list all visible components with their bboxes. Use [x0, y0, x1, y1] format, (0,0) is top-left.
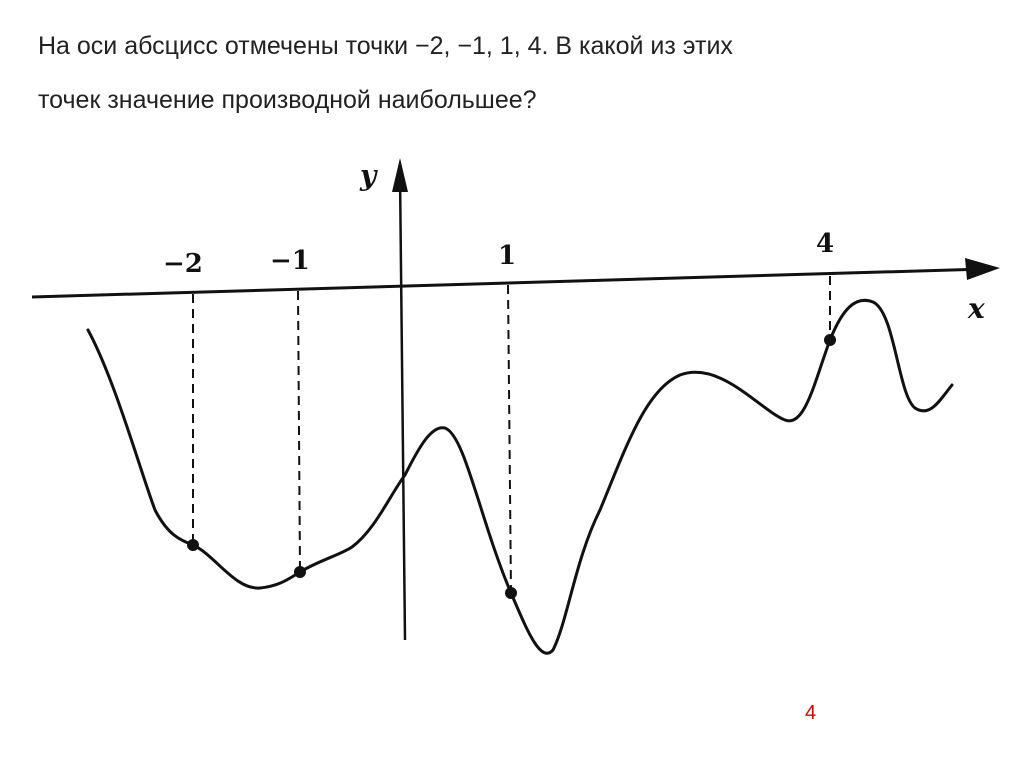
function-curve: [86, 298, 954, 655]
page-number: 4: [805, 702, 817, 724]
guide-line-1: [507, 284, 512, 594]
y-axis-arrow: [392, 158, 408, 192]
y-axis: [398, 174, 407, 641]
tick-label-minus-2: −2: [163, 249, 203, 279]
question-line-2: точек значение производной наибольшее?: [38, 86, 537, 114]
tick-label-1: 1: [498, 241, 516, 271]
y-axis-label: y: [359, 159, 378, 192]
point-minus-1: [294, 566, 306, 578]
question-line-1: На оси абсцисс отмечены точки −2, −1, 1,…: [38, 32, 733, 60]
tick-label-4: 4: [816, 229, 834, 259]
guide-lines: [192, 276, 831, 594]
x-axis-arrow: [965, 258, 1000, 280]
x-axis: [31, 267, 986, 299]
point-minus-2: [187, 539, 199, 551]
point-4: [824, 334, 836, 346]
x-axis-label: x: [967, 292, 985, 325]
tick-label-minus-1: −1: [270, 246, 310, 276]
guide-line-minus-1: [297, 290, 301, 573]
marked-points: [187, 334, 836, 599]
point-1: [505, 587, 517, 599]
